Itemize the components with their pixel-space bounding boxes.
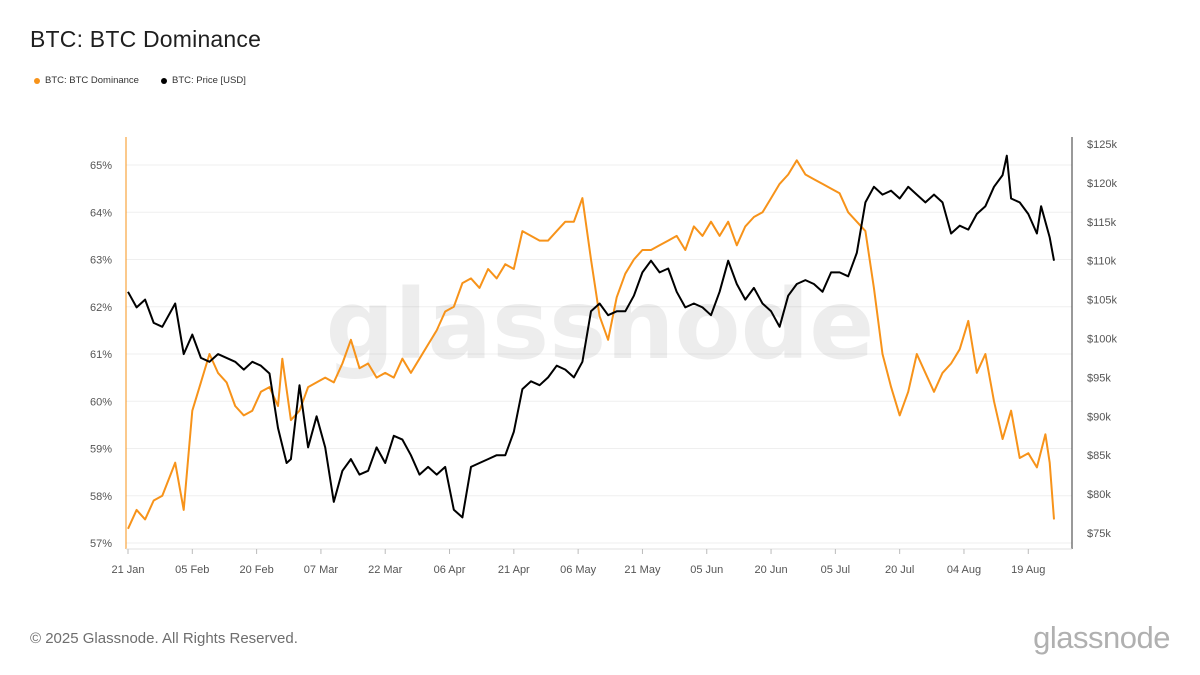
right-tick-label: $75k bbox=[1087, 528, 1111, 540]
x-tick-label: 06 Apr bbox=[434, 564, 466, 576]
left-tick-label: 63% bbox=[90, 255, 112, 267]
right-tick-label: $115k bbox=[1087, 217, 1117, 229]
left-tick-label: 59% bbox=[90, 444, 112, 456]
series-line-btc-dominance bbox=[127, 159, 1055, 530]
x-tick-label: 20 Feb bbox=[239, 564, 273, 576]
right-axis-ticks: $75k $80k $85k $90k $95k $100k $105k $110k $115k… bbox=[1087, 139, 1117, 540]
left-tick-label: 57% bbox=[90, 538, 112, 550]
copyright-text: © 2025 Glassnode. All Rights Reserved. bbox=[30, 630, 298, 647]
left-tick-label: 58% bbox=[90, 491, 112, 503]
x-tick-label: 20 Jul bbox=[885, 564, 914, 576]
right-tick-label: $110k bbox=[1087, 256, 1117, 268]
left-axis-ticks: 57% 58% 59% 60% 61% 62% 63% 64% 65% bbox=[90, 160, 112, 550]
right-tick-label: $120k bbox=[1087, 178, 1117, 190]
left-tick-label: 62% bbox=[90, 302, 112, 314]
x-tick-label: 05 Feb bbox=[175, 564, 209, 576]
x-tick-label: 21 May bbox=[624, 564, 661, 576]
series-line-btc-price bbox=[127, 154, 1055, 519]
x-tick-label: 19 Aug bbox=[1011, 564, 1045, 576]
left-tick-label: 61% bbox=[90, 349, 112, 361]
x-tick-label: 05 Jun bbox=[690, 564, 723, 576]
x-tick-label: 05 Jul bbox=[821, 564, 850, 576]
legend-item-dominance[interactable]: BTC: BTC Dominance bbox=[34, 75, 139, 86]
legend-label-dominance: BTC: BTC Dominance bbox=[45, 75, 139, 86]
right-tick-label: $125k bbox=[1087, 139, 1117, 151]
left-tick-label: 64% bbox=[90, 207, 112, 219]
right-tick-label: $85k bbox=[1087, 450, 1111, 462]
legend-dot-dominance bbox=[34, 77, 40, 84]
x-tick-label: 21 Jan bbox=[111, 564, 144, 576]
chart-legend: BTC: BTC Dominance BTC: Price [USD] bbox=[34, 75, 246, 86]
x-tick-label: 21 Apr bbox=[498, 564, 530, 576]
x-axis-ticks: 21 Jan 05 Feb 20 Feb 07 Mar 22 Mar 06 Apr 21 A… bbox=[111, 549, 1045, 576]
legend-item-price[interactable]: BTC: Price [USD] bbox=[160, 75, 246, 86]
x-tick-label: 04 Aug bbox=[947, 564, 981, 576]
watermark-text: glassnode bbox=[326, 269, 875, 381]
legend-label-price: BTC: Price [USD] bbox=[171, 75, 246, 86]
page-title: BTC: BTC Dominance bbox=[30, 26, 262, 52]
right-tick-label: $105k bbox=[1087, 295, 1117, 307]
left-tick-label: 65% bbox=[90, 160, 112, 172]
x-tick-label: 22 Mar bbox=[368, 564, 403, 576]
right-tick-label: $90k bbox=[1087, 411, 1111, 423]
right-tick-label: $80k bbox=[1087, 489, 1111, 501]
x-tick-label: 20 Jun bbox=[755, 564, 788, 576]
right-tick-label: $95k bbox=[1087, 372, 1111, 384]
left-tick-label: 60% bbox=[90, 396, 112, 408]
x-tick-label: 06 May bbox=[560, 564, 597, 576]
right-tick-label: $100k bbox=[1087, 334, 1117, 346]
legend-dot-price bbox=[160, 77, 167, 84]
x-tick-label: 07 Mar bbox=[304, 564, 339, 576]
glassnode-logo[interactable]: glassnode bbox=[1033, 620, 1170, 655]
